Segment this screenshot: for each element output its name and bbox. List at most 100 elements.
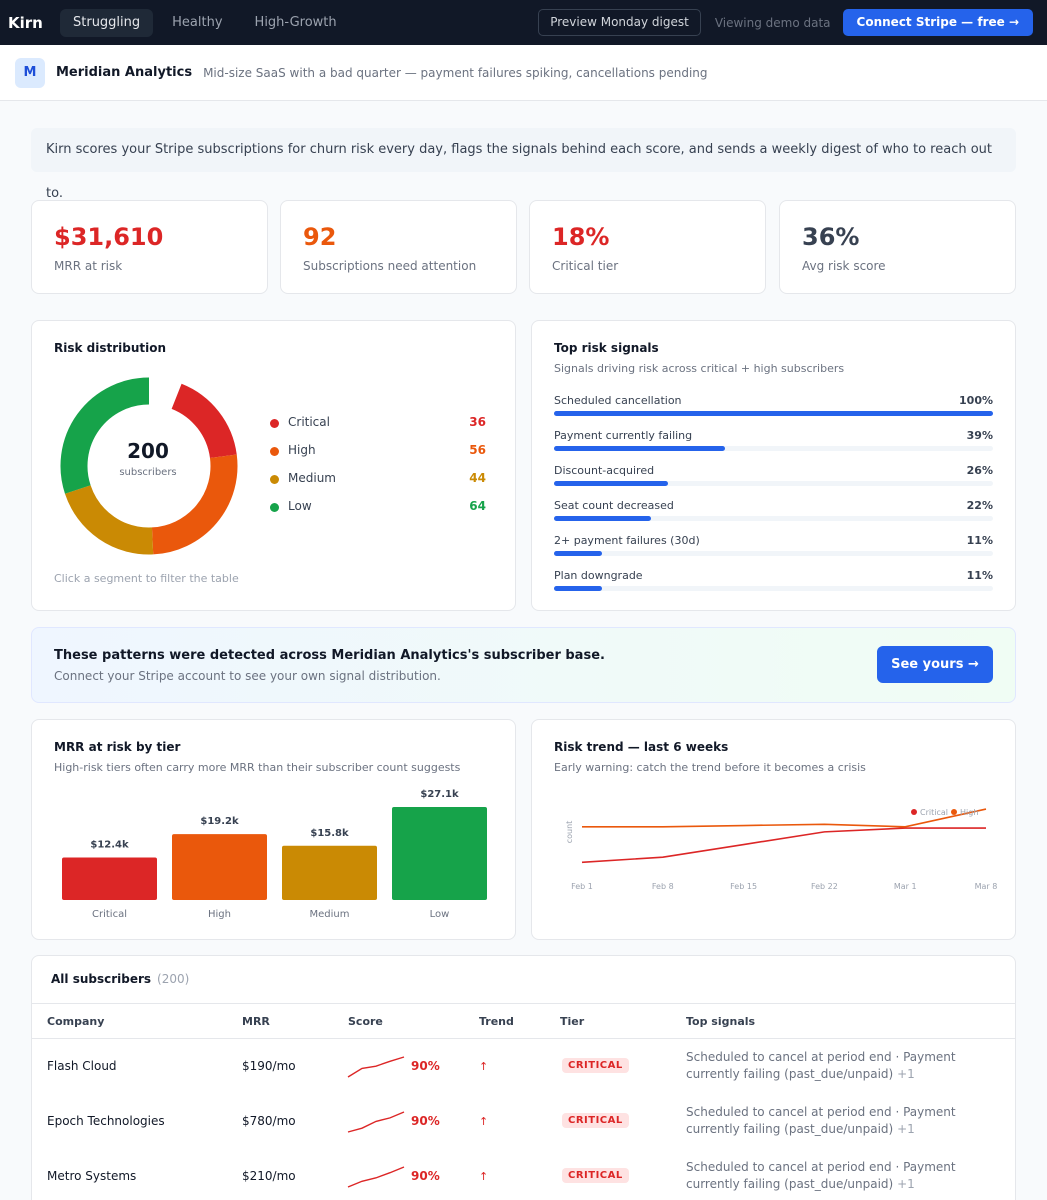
kpi-value: 92 [303, 223, 337, 251]
signal-pct: 11% [966, 534, 993, 547]
signal-name: Payment currently failing [554, 429, 693, 442]
donut-total: 200 [127, 439, 169, 463]
tab-struggling[interactable]: Struggling [60, 8, 154, 37]
risk-distribution-card: Risk distribution 200 subscribers Critic… [31, 320, 516, 611]
legend-label: High [960, 808, 978, 817]
nav-actions: Preview Monday digest Viewing demo data … [538, 0, 1047, 45]
row-signals-text: Scheduled to cancel at period end · Paym… [686, 1050, 956, 1081]
signal-track [554, 551, 993, 556]
kpi-value: 36% [802, 223, 860, 251]
legend-dot-high [951, 809, 957, 815]
legend-low[interactable]: Low 64 [270, 498, 486, 516]
row-signals: Scheduled to cancel at period end · Paym… [686, 1049, 1004, 1083]
col-score[interactable]: Score [348, 1015, 383, 1028]
bar-category-label: Critical [92, 909, 127, 920]
risk-donut-chart[interactable] [49, 366, 249, 566]
brand-logo[interactable]: Kirn [8, 13, 43, 32]
sparkline-path [347, 1166, 405, 1188]
legend-count: 56 [469, 443, 486, 457]
legend-label: Low [288, 499, 312, 513]
col-trend[interactable]: Trend [479, 1015, 514, 1028]
row-signals-more[interactable]: +1 [897, 1122, 915, 1136]
signal-fill [554, 586, 603, 591]
signal-row: 2+ payment failures (30d) 11% [554, 534, 993, 564]
banner-title: These patterns were detected across Meri… [54, 648, 605, 663]
signal-name: Seat count decreased [554, 499, 674, 512]
kpi-label: Avg risk score [802, 259, 886, 273]
row-company: Metro Systems [47, 1169, 137, 1183]
legend-label: Medium [288, 471, 336, 485]
tab-high-growth[interactable]: High-Growth [254, 14, 337, 30]
kpi-value: $31,610 [54, 223, 164, 251]
kpi-label: Critical tier [552, 259, 619, 273]
row-signals-more[interactable]: +1 [897, 1067, 915, 1081]
signal-pct: 100% [959, 394, 993, 407]
row-company: Flash Cloud [47, 1059, 117, 1073]
signal-fill [554, 446, 726, 451]
see-yours-button[interactable]: See yours → [877, 646, 993, 683]
legend-critical[interactable]: Critical 36 [270, 414, 486, 432]
legend-high[interactable]: High 56 [270, 442, 486, 460]
signal-fill [554, 411, 993, 416]
table-count: (200) [157, 972, 190, 986]
card-title: Top risk signals [554, 341, 659, 355]
table-row[interactable]: Epoch Technologies $780/mo 90% ↑ CRITICA… [32, 1094, 1015, 1149]
card-subtitle: Signals driving risk across critical + h… [554, 362, 845, 375]
low-dot [270, 503, 279, 512]
kpi-avg-risk: 36% Avg risk score [779, 200, 1016, 294]
col-company[interactable]: Company [47, 1015, 105, 1028]
demo-data-note: Viewing demo data [714, 15, 831, 30]
row-score: 90% [411, 1059, 440, 1073]
row-tier-badge: CRITICAL [562, 1113, 629, 1128]
legend-medium[interactable]: Medium 44 [270, 470, 486, 488]
col-mrr[interactable]: MRR [242, 1015, 270, 1028]
legend-label: Critical [288, 415, 330, 429]
row-score: 90% [411, 1114, 440, 1128]
banner-subtitle: Connect your Stripe account to see your … [54, 669, 441, 683]
signal-pct: 39% [966, 429, 993, 442]
tab-healthy[interactable]: Healthy [172, 14, 223, 30]
row-sparkline [347, 1111, 405, 1133]
row-signals-text: Scheduled to cancel at period end · Paym… [686, 1160, 956, 1191]
legend-count: 64 [469, 499, 486, 513]
mrr-by-tier-card: MRR at risk by tier High-risk tiers ofte… [31, 719, 516, 940]
legend-dot-critical [911, 809, 917, 815]
preview-digest-button[interactable]: Preview Monday digest [538, 9, 701, 36]
signal-row: Plan downgrade 11% [554, 569, 993, 599]
row-score: 90% [411, 1169, 440, 1183]
x-tick-label: Feb 15 [730, 882, 757, 891]
row-signals-text: Scheduled to cancel at period end · Paym… [686, 1105, 956, 1136]
kpi-critical-tier: 18% Critical tier [529, 200, 766, 294]
table-row[interactable]: Metro Systems $210/mo 90% ↑ CRITICAL Sch… [32, 1149, 1015, 1200]
signal-name: Plan downgrade [554, 569, 643, 582]
x-tick-label: Feb 22 [811, 882, 838, 891]
connect-stripe-button[interactable]: Connect Stripe — free → [842, 9, 1033, 36]
donut-segment-critical[interactable] [171, 383, 237, 459]
x-tick-label: Mar 1 [894, 882, 917, 891]
col-tier[interactable]: Tier [560, 1015, 585, 1028]
row-signals-more[interactable]: +1 [897, 1177, 915, 1191]
row-signals: Scheduled to cancel at period end · Paym… [686, 1159, 1004, 1193]
table-row[interactable]: Flash Cloud $190/mo 90% ↑ CRITICAL Sched… [32, 1039, 1015, 1094]
row-mrr: $190/mo [242, 1059, 296, 1073]
card-subtitle: High-risk tiers often carry more MRR tha… [54, 761, 461, 774]
signal-fill [554, 516, 651, 521]
row-signals: Scheduled to cancel at period end · Paym… [686, 1104, 1004, 1138]
bar-value-label: $19.2k [200, 816, 239, 827]
intro-text: Kirn scores your Stripe subscriptions fo… [31, 128, 1016, 201]
mrr-bar-chart: $12.4k Critical $19.2k High $15.8k Medium $27.… [62, 789, 487, 920]
series-line-critical [581, 827, 986, 864]
signal-row: Scheduled cancellation 100% [554, 394, 993, 424]
col-top-signals[interactable]: Top signals [686, 1015, 756, 1028]
row-mrr: $780/mo [242, 1114, 296, 1128]
donut-segment-low[interactable] [60, 377, 150, 494]
x-tick-label: Feb 8 [652, 882, 674, 891]
legend-count: 36 [469, 415, 486, 429]
company-avatar: M [15, 57, 45, 88]
donut-segment-high[interactable] [151, 454, 238, 555]
critical-dot [270, 419, 279, 428]
signal-row: Discount-acquired 26% [554, 464, 993, 494]
bar-category-label: Low [430, 909, 450, 920]
donut-segment-medium[interactable] [64, 484, 154, 555]
bar-value-label: $15.8k [310, 828, 349, 839]
